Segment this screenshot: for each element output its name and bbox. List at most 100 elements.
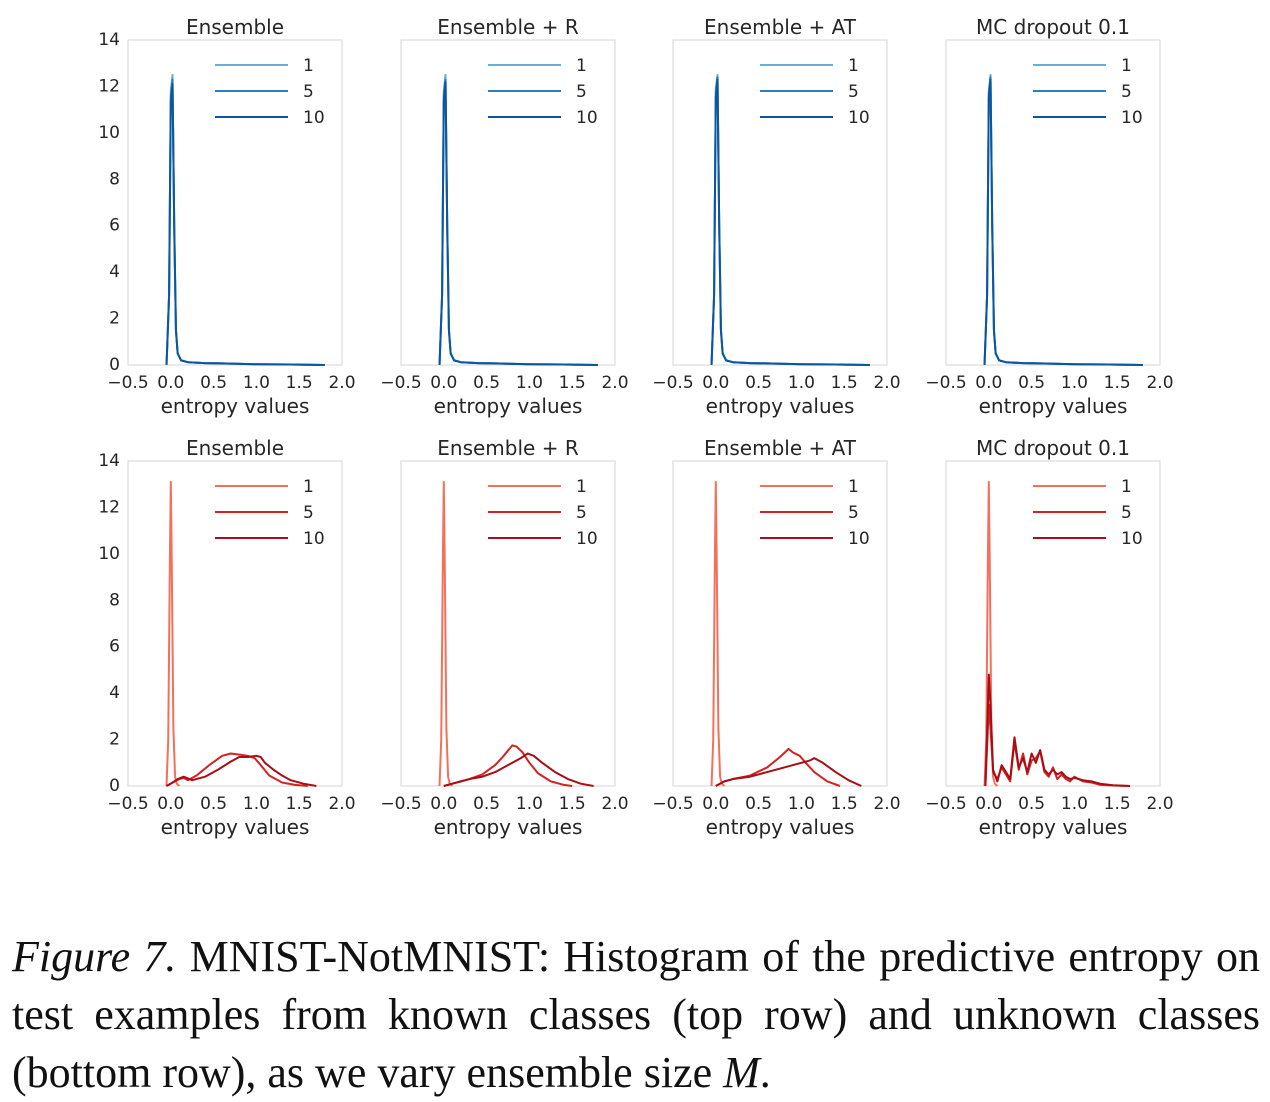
legend-label: 10 — [848, 529, 870, 549]
y-tick-label: 12 — [98, 76, 120, 96]
axes-frame — [672, 460, 888, 787]
legend-label: 5 — [848, 82, 859, 102]
x-axis-label: entropy values — [434, 394, 583, 418]
x-tick-label: 0.0 — [430, 373, 457, 393]
x-tick-label: 0.0 — [702, 794, 729, 814]
legend-label: 10 — [1121, 108, 1143, 128]
series-line-10 — [166, 754, 317, 787]
x-tick-label: 1.5 — [286, 373, 313, 393]
x-tick-label: 1.0 — [516, 373, 543, 393]
figure-area: Ensemble −0.5 0.0 0.5 1.0 1.5 2.0 0 2 4 6 8 10 12 14 en… — [98, 15, 1173, 839]
legend-label: 5 — [576, 82, 587, 102]
x-tick-label: 0.0 — [975, 794, 1002, 814]
subplot-unknown-4: MC dropout 0.1 −0.5 0.0 0.5 1.0 1.5 2.0 entropy… — [925, 436, 1173, 839]
x-tick-label: 2.0 — [1146, 373, 1173, 393]
subplot-known-4: MC dropout 0.1 −0.5 0.0 0.5 1.0 1.5 2.0 entropy… — [925, 15, 1173, 418]
axes-frame — [400, 39, 616, 366]
figure-caption: Figure 7. MNIST-NotMNIST: Histogram of t… — [12, 928, 1260, 1102]
subplot-known-2: Ensemble + R −0.5 0.0 0.5 1.0 1.5 2.0 entropy v… — [380, 15, 628, 418]
x-tick-label: 0.5 — [745, 794, 772, 814]
legend-label: 10 — [303, 529, 325, 549]
x-tick-label: 2.0 — [873, 794, 900, 814]
series-line-10 — [710, 78, 870, 366]
subplot-title: MC dropout 0.1 — [976, 15, 1130, 39]
subplot-title: Ensemble + AT — [704, 15, 857, 39]
axes-frame — [945, 460, 1161, 787]
y-tick-label: 0 — [109, 776, 120, 796]
y-tick-label: 6 — [109, 637, 120, 657]
x-tick-label: 1.0 — [1061, 373, 1088, 393]
subplot-title: MC dropout 0.1 — [976, 436, 1130, 460]
legend-label: 5 — [576, 503, 587, 523]
subplot-title: Ensemble + R — [437, 15, 579, 39]
x-tick-label: 0.5 — [1018, 794, 1045, 814]
subplot-grid: Ensemble−0.5 0.0 0.5 1.0 1.5 2.002468101214en… — [98, 15, 1173, 839]
subplot-title: Ensemble + AT — [704, 436, 857, 460]
x-tick-label: 1.0 — [243, 794, 270, 814]
x-tick-label: 2.0 — [601, 373, 628, 393]
caption-end: . — [759, 1048, 771, 1097]
legend-label: 5 — [303, 82, 314, 102]
legend-label: 1 — [576, 56, 587, 76]
subplot-unknown-3: Ensemble + AT −0.5 0.0 0.5 1.0 1.5 2.0 entropy … — [652, 436, 900, 839]
legend-label: 10 — [848, 108, 870, 128]
caption-text: MNIST-NotMNIST: Histogram of the predict… — [12, 932, 1261, 1097]
subplot-title: Ensemble — [186, 15, 284, 39]
legend-label: 5 — [1121, 503, 1132, 523]
legend-label: 5 — [848, 503, 859, 523]
x-tick-label: 0.0 — [157, 794, 184, 814]
x-tick-label: −0.5 — [652, 794, 693, 814]
x-tick-label: 0.5 — [473, 794, 500, 814]
legend-label: 1 — [576, 477, 587, 497]
series-line-10 — [443, 752, 594, 787]
legend-label: 1 — [848, 477, 859, 497]
x-tick-label: −0.5 — [925, 794, 966, 814]
series-line-1 — [710, 480, 726, 787]
subplot-unknown-2: Ensemble + R −0.5 0.0 0.5 1.0 1.5 2.0 entropy v… — [380, 436, 628, 839]
x-tick-label: 0.5 — [200, 794, 227, 814]
legend-label: 5 — [303, 503, 314, 523]
series-line-10 — [165, 83, 325, 366]
y-tick-label: 0 — [109, 355, 120, 375]
x-tick-label: 2.0 — [873, 373, 900, 393]
x-tick-label: 2.0 — [328, 373, 355, 393]
x-tick-label: 1.5 — [1104, 373, 1131, 393]
legend-label: 10 — [576, 108, 598, 128]
x-tick-label: 2.0 — [1146, 794, 1173, 814]
x-tick-label: 1.0 — [1061, 794, 1088, 814]
x-tick-label: 1.5 — [831, 794, 858, 814]
x-tick-label: 1.0 — [788, 373, 815, 393]
y-tick-label: 10 — [98, 123, 120, 143]
legend-label: 10 — [303, 108, 325, 128]
legend-label: 1 — [848, 56, 859, 76]
x-tick-label: 0.5 — [745, 373, 772, 393]
x-tick-label: 1.0 — [516, 794, 543, 814]
series-line-1 — [983, 480, 999, 787]
x-tick-label: 0.0 — [157, 373, 184, 393]
series-line-10 — [438, 80, 598, 366]
x-tick-label: −0.5 — [925, 373, 966, 393]
y-tick-label: 8 — [109, 590, 120, 610]
legend-label: 1 — [303, 477, 314, 497]
subplot-known-1: Ensemble −0.5 0.0 0.5 1.0 1.5 2.0 0 2 4 6 8 10 12 14 en… — [98, 15, 355, 418]
x-tick-label: −0.5 — [107, 373, 148, 393]
legend-label: 5 — [1121, 82, 1132, 102]
legend-label: 10 — [1121, 529, 1143, 549]
x-tick-label: 1.5 — [831, 373, 858, 393]
y-tick-label: 12 — [98, 497, 120, 517]
y-tick-label: 4 — [109, 683, 120, 703]
x-tick-label: 0.5 — [200, 373, 227, 393]
x-axis-label: entropy values — [434, 815, 583, 839]
x-tick-label: −0.5 — [107, 794, 148, 814]
x-tick-label: −0.5 — [380, 794, 421, 814]
x-tick-label: 0.0 — [702, 373, 729, 393]
series-line-1 — [438, 480, 454, 787]
y-tick-label: 6 — [109, 216, 120, 236]
x-axis-label: entropy values — [706, 815, 855, 839]
series-line-10 — [983, 78, 1143, 366]
series-line-10 — [984, 673, 1131, 787]
series-line-10 — [715, 757, 862, 787]
axes-frame — [127, 39, 343, 366]
x-tick-label: 0.0 — [975, 373, 1002, 393]
x-tick-label: 0.5 — [473, 373, 500, 393]
